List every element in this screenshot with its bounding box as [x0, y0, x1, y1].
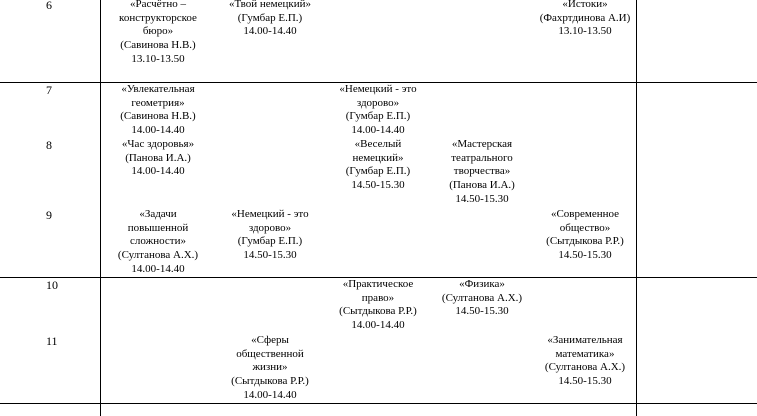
schedule-entry: «Немецкий - это здорово» (Гумбар Е.П.) 14.0… [318, 83, 438, 138]
entry-line: конструкторское [119, 11, 197, 24]
entry-line: «Веселый [354, 138, 402, 150]
schedule-entry: «Занимательная математика» (Султанова А.Х.… [525, 334, 645, 389]
entry-line: немецкий» [352, 151, 404, 164]
entry-line: (Сытдыкова Р.Р.) [546, 235, 624, 248]
schedule-entry: «Задачи повышенной сложности» (Султанова А.… [98, 208, 218, 277]
entry-line: (Сытдыкова Р.Р.) [231, 375, 309, 388]
row-divider [0, 82, 757, 83]
entry-line: 14.50-15.30 [455, 305, 509, 318]
entry-line: 14.00-14.40 [243, 25, 297, 38]
entry-line: 14.00-14.40 [243, 388, 297, 401]
column-divider [100, 0, 101, 416]
row-divider [0, 403, 757, 404]
entry-line: здорово» [248, 221, 292, 234]
schedule-entry: «Немецкий - это здорово» (Гумбар Е.П.) 14.5… [210, 208, 330, 263]
entry-line: сложности» [130, 235, 186, 248]
entry-line: (Султанова А.Х.) [117, 249, 199, 262]
entry-line: «Расчётно – [129, 0, 187, 10]
entry-line: 14.00-14.40 [131, 124, 185, 137]
schedule-entry: «Сферы общественной жизни» (Сытдыкова Р.Р.)… [210, 334, 330, 403]
entry-line: математика» [555, 347, 615, 360]
entry-line: (Фахртдинова А.И) [539, 11, 631, 24]
entry-line: (Савинова Н.В.) [120, 39, 196, 52]
entry-line: (Панова И.А.) [449, 179, 515, 192]
entry-line: здорово» [356, 96, 400, 109]
schedule-entry: «Веселый немецкий» (Гумбар Е.П.) 14.50-15.3… [318, 138, 438, 193]
entry-line: общество» [559, 221, 611, 234]
schedule-entry: «Физика» (Султанова А.Х.) 14.50-15.30 [422, 278, 542, 319]
entry-line: 14.50-15.30 [455, 192, 509, 205]
entry-line: (Сытдыкова Р.Р.) [339, 305, 417, 318]
schedule-entry: «Истоки» (Фахртдинова А.И) 13.10-13.50 [525, 0, 645, 39]
entry-line: «Немецкий - это [231, 208, 309, 220]
entry-line: «Час здоровья» [121, 138, 195, 150]
entry-line: (Савинова Н.В.) [120, 110, 196, 123]
entry-line: «Практическое [342, 278, 414, 290]
schedule-entry: «Мастерская театрального творчества» (Панов… [422, 138, 542, 207]
entry-line: (Гумбар Е.П.) [345, 110, 411, 123]
schedule-entry: «Практическое право» (Сытдыкова Р.Р.) 14.00… [318, 278, 438, 333]
entry-line: (Гумбар Е.П.) [237, 235, 303, 248]
entry-line: 14.00-14.40 [351, 319, 405, 332]
entry-line: общественной [236, 347, 304, 360]
entry-line: жизни» [252, 361, 288, 374]
entry-line: 14.00-14.40 [131, 262, 185, 275]
entry-line: 14.50-15.30 [243, 249, 297, 262]
entry-line: (Султанова А.Х.) [544, 361, 626, 374]
grade-number: 11 [46, 334, 58, 348]
grade-number: 6 [46, 0, 52, 12]
grade-number: 9 [46, 208, 52, 222]
entry-line: «Увлекательная [121, 83, 195, 95]
entry-line: 13.10-13.50 [558, 25, 612, 38]
entry-line: «Твой немецкий» [228, 0, 312, 10]
schedule-entry: «Расчётно – конструкторское бюро» (Савинова… [98, 0, 218, 67]
entry-line: (Панова И.А.) [125, 151, 191, 164]
schedule-entry: «Увлекательная геометрия» (Савинова Н.В.) 1… [98, 83, 218, 138]
entry-line: 14.50-15.30 [558, 375, 612, 388]
entry-line: 14.50-15.30 [558, 249, 612, 262]
entry-line: право» [361, 291, 395, 304]
entry-line: театрального [451, 151, 513, 164]
entry-line: бюро» [142, 25, 174, 38]
entry-line: 14.50-15.30 [351, 179, 405, 192]
entry-line: «Немецкий - это [339, 83, 417, 95]
entry-line: «Занимательная [547, 334, 623, 346]
entry-line: «Физика» [459, 278, 505, 290]
entry-line: (Гумбар Е.П.) [345, 165, 411, 178]
entry-line: «Задачи [139, 208, 177, 220]
grade-number: 7 [46, 83, 52, 97]
entry-line: 14.00-14.40 [351, 124, 405, 137]
entry-line: «Истоки» [562, 0, 608, 10]
grade-number: 8 [46, 138, 52, 152]
row-divider [0, 277, 757, 278]
entry-line: «Сферы [251, 334, 289, 346]
schedule-entry: «Час здоровья» (Панова И.А.) 14.00-14.40 [98, 138, 218, 179]
entry-line: (Гумбар Е.П.) [237, 11, 303, 24]
column-divider [636, 0, 637, 416]
entry-line: «Современное [550, 208, 620, 220]
entry-line: творчества» [453, 165, 511, 178]
grade-number: 10 [46, 278, 58, 292]
entry-line: 14.00-14.40 [131, 165, 185, 178]
entry-line: 13.10-13.50 [131, 52, 185, 65]
entry-line: (Султанова А.Х.) [441, 291, 523, 304]
entry-line: «Мастерская [451, 138, 513, 150]
entry-line: повышенной [127, 221, 189, 234]
schedule-entry: «Современное общество» (Сытдыкова Р.Р.) 14.… [525, 208, 645, 263]
schedule-entry: «Твой немецкий» (Гумбар Е.П.) 14.00-14.40 [210, 0, 330, 39]
entry-line: геометрия» [131, 96, 185, 109]
